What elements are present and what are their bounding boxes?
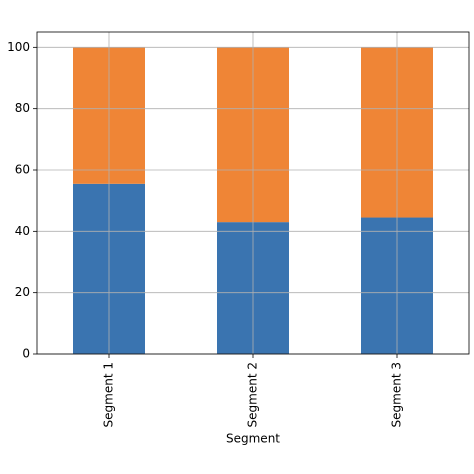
y-tick-label: 0 <box>22 347 30 361</box>
y-tick-label: 20 <box>15 285 30 299</box>
y-tick-label: 100 <box>7 40 30 54</box>
x-tick-label: Segment 1 <box>102 362 116 427</box>
x-tick-label: Segment 2 <box>246 362 260 427</box>
y-tick-label: 40 <box>15 224 30 238</box>
plot-frame <box>36 31 470 355</box>
y-tick-label: 60 <box>15 163 30 177</box>
x-tick-label: Segment 3 <box>390 362 404 427</box>
x-axis-label: Segment <box>226 432 280 446</box>
y-tick-label: 80 <box>15 101 30 115</box>
